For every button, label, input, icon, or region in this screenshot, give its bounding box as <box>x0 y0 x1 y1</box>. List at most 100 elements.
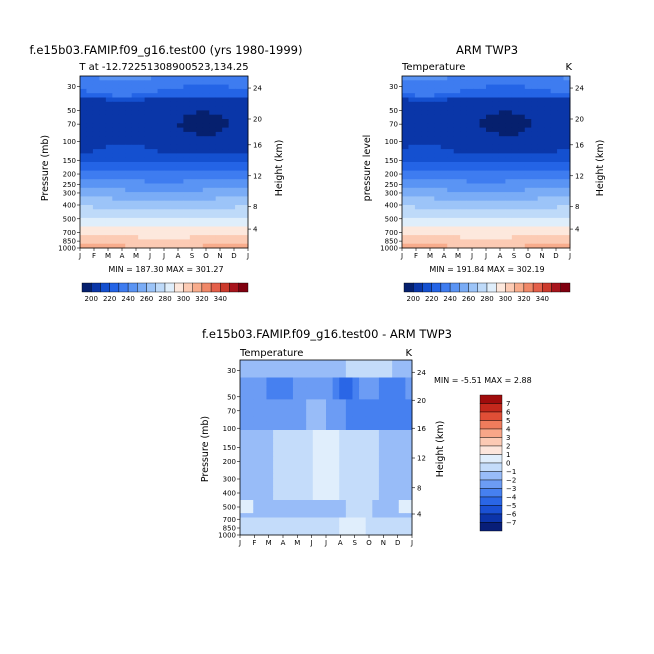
heatmap-cell <box>359 451 367 457</box>
heatmap-cell <box>332 478 340 483</box>
heatmap-cell <box>492 110 500 116</box>
heatmap-cell <box>157 192 165 197</box>
heatmap-cell <box>306 447 314 453</box>
heatmap-cell <box>326 478 334 483</box>
heatmap-cell <box>151 140 158 146</box>
heatmap-cell <box>92 179 100 184</box>
heatmap-cell <box>319 491 327 497</box>
heatmap-cell <box>427 119 435 124</box>
heatmap-cell <box>164 76 171 81</box>
heatmap-cell <box>299 430 307 435</box>
heatmap-cell <box>524 119 532 124</box>
heatmap-cell <box>563 144 571 150</box>
heatmap-cell <box>372 425 380 431</box>
heatmap-cell <box>372 368 380 374</box>
heatmap-cell <box>447 136 455 141</box>
heatmap-cell <box>240 399 248 405</box>
heatmap-cell <box>557 136 564 141</box>
heatmap-cell <box>402 179 409 184</box>
heatmap-cell <box>414 192 422 197</box>
heatmap-cell <box>460 222 468 227</box>
heatmap-cell <box>434 217 442 223</box>
colorbar-swatch <box>551 282 561 293</box>
heatmap-cell <box>505 239 513 245</box>
heatmap-cell <box>345 460 353 466</box>
heatmap-cell <box>235 230 242 236</box>
heatmap-cell <box>138 88 146 94</box>
heatmap-cell <box>408 183 416 189</box>
heatmap-cell <box>292 456 300 462</box>
heatmap-cell <box>479 149 487 154</box>
heatmap-cell <box>339 517 347 523</box>
heatmap-cell <box>440 230 448 236</box>
heatmap-cell <box>176 170 184 176</box>
heatmap-cell <box>292 478 300 483</box>
heatmap-cell <box>118 162 126 167</box>
heatmap-cell <box>183 153 191 159</box>
colorbar-swatch <box>479 505 503 515</box>
heatmap-cell <box>253 399 261 405</box>
heatmap-cell <box>131 230 139 236</box>
heatmap-cell <box>372 408 380 413</box>
heatmap-cell <box>259 412 267 418</box>
heatmap-cell <box>479 205 487 210</box>
y-tick-label: 700 <box>385 229 398 237</box>
heatmap-cell <box>326 377 334 383</box>
heatmap-cell <box>259 486 267 492</box>
heatmap-cell <box>112 192 120 197</box>
heatmap-cell <box>183 131 191 137</box>
heatmap-cell <box>138 217 146 223</box>
heatmap-cell <box>326 504 334 510</box>
heatmap-cell <box>460 101 468 107</box>
heatmap-cell <box>125 239 133 245</box>
heatmap-cell <box>105 153 113 159</box>
heatmap-cell <box>378 443 386 448</box>
heatmap-cell <box>235 170 242 176</box>
heatmap-cell <box>299 456 307 462</box>
heatmap-cell <box>266 478 274 483</box>
heatmap-cell <box>550 196 558 202</box>
heatmap-cell <box>312 443 320 448</box>
heatmap-cell <box>447 97 455 103</box>
heatmap-cell <box>492 226 500 232</box>
heatmap-cell <box>253 421 261 427</box>
heatmap-cell <box>86 187 94 193</box>
y-tick-label: 200 <box>385 171 398 179</box>
heatmap-cell <box>537 136 545 141</box>
heatmap-cell <box>222 119 230 124</box>
heatmap-cell <box>531 84 539 90</box>
heatmap-cell <box>405 521 413 527</box>
heatmap-cell <box>385 364 393 370</box>
heatmap-cell <box>125 196 133 202</box>
heatmap-cell <box>447 157 455 163</box>
heatmap-cell <box>544 239 552 245</box>
heatmap-cell <box>563 166 571 171</box>
heatmap-cell <box>453 93 461 98</box>
heatmap-cell <box>292 368 300 374</box>
heatmap-cell <box>505 174 513 180</box>
heatmap-cell <box>392 443 400 448</box>
heatmap-cell <box>157 209 165 214</box>
heatmap-cell <box>86 136 94 141</box>
heatmap-cell <box>453 149 461 154</box>
heatmap-cell <box>112 88 120 94</box>
colorbar-label: 7 <box>506 400 510 408</box>
heatmap-cell <box>306 421 314 427</box>
heatmap-cell <box>473 76 480 81</box>
heatmap-cell <box>434 93 442 98</box>
y-tick-label: 30 <box>227 367 236 375</box>
heatmap-cell <box>292 408 300 413</box>
heatmap-cell <box>486 222 493 227</box>
heatmap-cell <box>505 217 513 223</box>
heatmap-cell <box>80 97 87 103</box>
heatmap-cell <box>240 403 248 409</box>
heatmap-cell <box>151 187 158 193</box>
heatmap-cell <box>105 226 113 232</box>
heatmap-cell <box>466 179 474 184</box>
heatmap-cell <box>292 386 300 392</box>
colorbar-swatch <box>183 282 193 293</box>
heatmap-cell <box>228 205 236 210</box>
heatmap-cell <box>151 217 158 223</box>
heatmap-cell <box>202 140 210 146</box>
heatmap-cell <box>253 386 261 392</box>
